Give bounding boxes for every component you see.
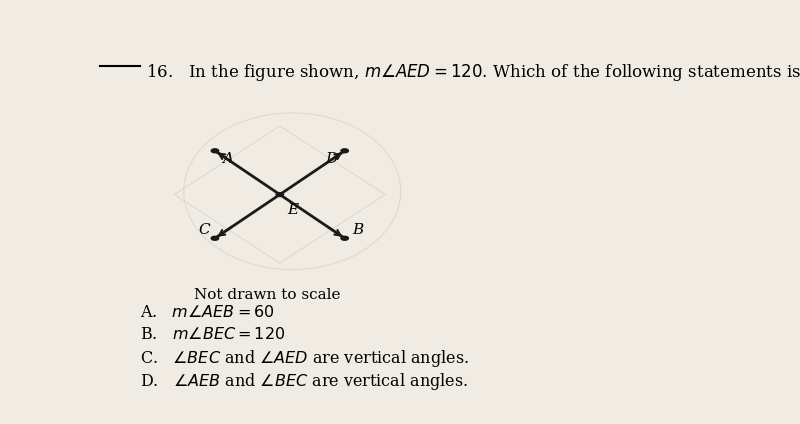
Text: E: E: [287, 203, 298, 217]
Text: B.   $m\angle BEC = 120$: B. $m\angle BEC = 120$: [140, 326, 286, 343]
Circle shape: [341, 236, 349, 240]
Text: D.   $\angle AEB$ and $\angle BEC$ are vertical angles.: D. $\angle AEB$ and $\angle BEC$ are ver…: [140, 371, 469, 391]
Text: B: B: [352, 223, 363, 237]
Circle shape: [341, 149, 349, 153]
Circle shape: [211, 149, 218, 153]
Circle shape: [211, 236, 218, 240]
Text: C: C: [198, 223, 210, 237]
Text: A: A: [222, 152, 234, 167]
Text: D: D: [325, 152, 338, 167]
Circle shape: [276, 192, 283, 196]
Text: A.   $m\angle AEB = 60$: A. $m\angle AEB = 60$: [140, 304, 275, 321]
Text: C.   $\angle BEC$ and $\angle AED$ are vertical angles.: C. $\angle BEC$ and $\angle AED$ are ver…: [140, 348, 470, 369]
Text: 16.   In the figure shown, $m\angle AED = 120$. Which of the following statement: 16. In the figure shown, $m\angle AED = …: [146, 62, 800, 83]
Text: Not drawn to scale: Not drawn to scale: [194, 287, 341, 301]
